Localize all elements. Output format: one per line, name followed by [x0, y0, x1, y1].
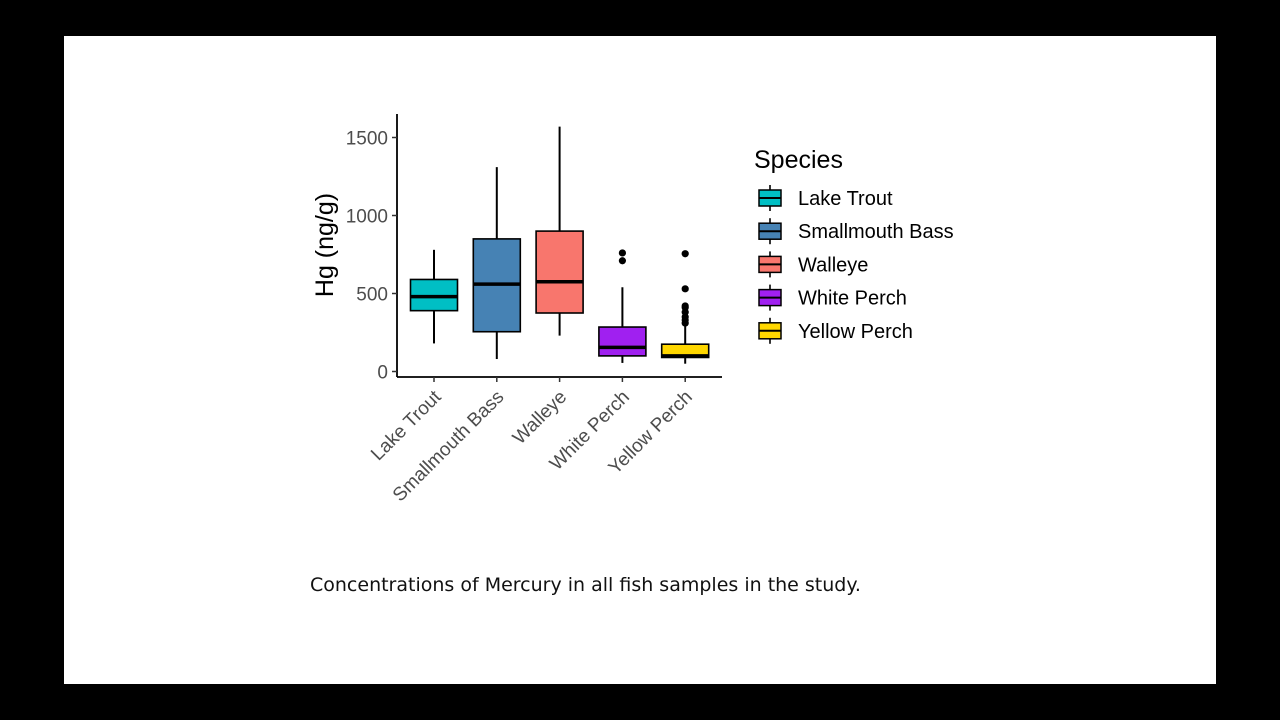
y-tick-label: 0 — [377, 363, 388, 384]
legend-label: Smallmouth Bass — [798, 221, 954, 243]
box-body — [598, 326, 647, 357]
box-white-perch — [598, 249, 647, 363]
slide: 0 500 1000 1500 Lake Trout Smallmouth Bass Wal… — [64, 36, 1216, 684]
legend-item-walleye: Walleye — [758, 251, 868, 278]
legend: Species Lake Trout Smallmouth Bass Walleye… — [754, 146, 954, 344]
outlier-point — [681, 250, 689, 258]
box-body — [535, 230, 584, 314]
x-tick-label: Smallmouth Bass — [389, 387, 508, 506]
legend-title: Species — [754, 146, 843, 174]
y-axis-label: Hg (ng/g) — [311, 193, 339, 297]
box-walleye — [535, 126, 584, 336]
legend-label: Walleye — [798, 254, 868, 276]
legend-label: White Perch — [798, 288, 907, 310]
outlier-point — [681, 302, 689, 310]
y-tick-label: 1500 — [346, 129, 388, 150]
legend-item-lake-trout: Lake Trout — [758, 185, 893, 211]
legend-item-white-perch: White Perch — [758, 284, 907, 311]
box-smallmouth-bass — [472, 167, 522, 360]
box-lake-trout — [409, 249, 459, 344]
legend-item-smallmouth-bass: Smallmouth Bass — [758, 218, 954, 245]
x-tick-label: Walleye — [509, 387, 571, 449]
y-tick-label: 500 — [356, 285, 388, 306]
outlier-point — [681, 285, 689, 293]
legend-label: Yellow Perch — [798, 321, 913, 343]
plot-area — [409, 126, 710, 364]
outlier-point — [618, 257, 627, 265]
legend-label: Lake Trout — [798, 188, 893, 210]
slide-caption: Concentrations of Mercury in all fish sa… — [310, 574, 861, 596]
box-yellow-perch — [660, 250, 710, 364]
outlier-point — [618, 249, 627, 257]
y-tick-label: 1000 — [346, 207, 388, 228]
legend-item-yellow-perch: Yellow Perch — [758, 317, 913, 344]
